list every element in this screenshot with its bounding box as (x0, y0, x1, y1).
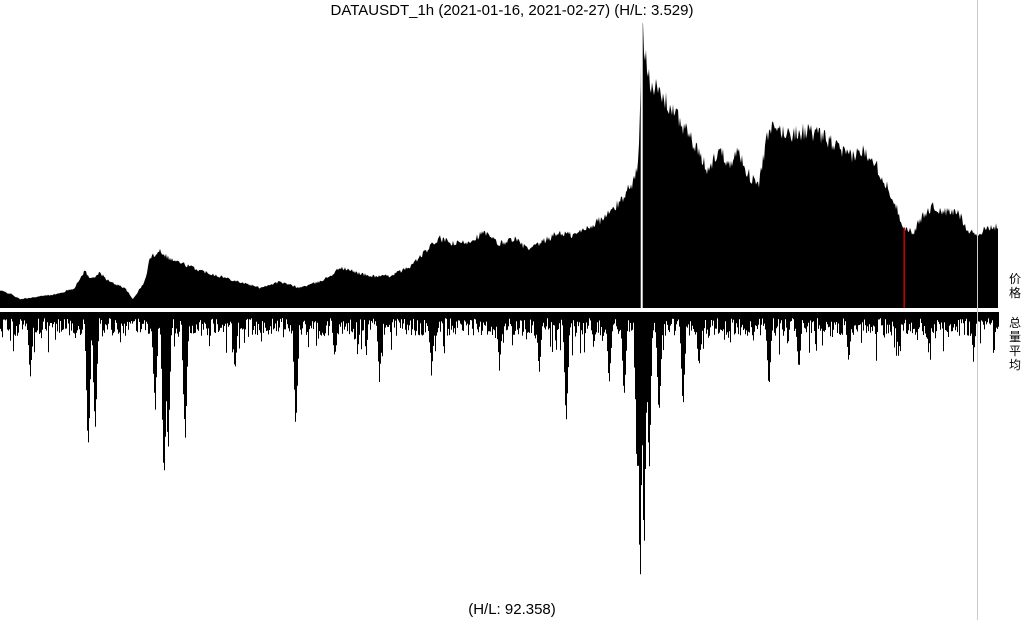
chart-title: DATAUSDT_1h (2021-01-16, 2021-02-27) (H/… (330, 2, 694, 19)
volume-panel (0, 312, 999, 575)
price-panel (0, 12, 998, 308)
volume-ratio-label: (H/L: 92.358) (468, 601, 556, 618)
price-area (0, 23, 998, 308)
volume-panel-label: 总量平均 (1008, 316, 1021, 372)
price-panel-label: 价格 (1008, 272, 1021, 300)
